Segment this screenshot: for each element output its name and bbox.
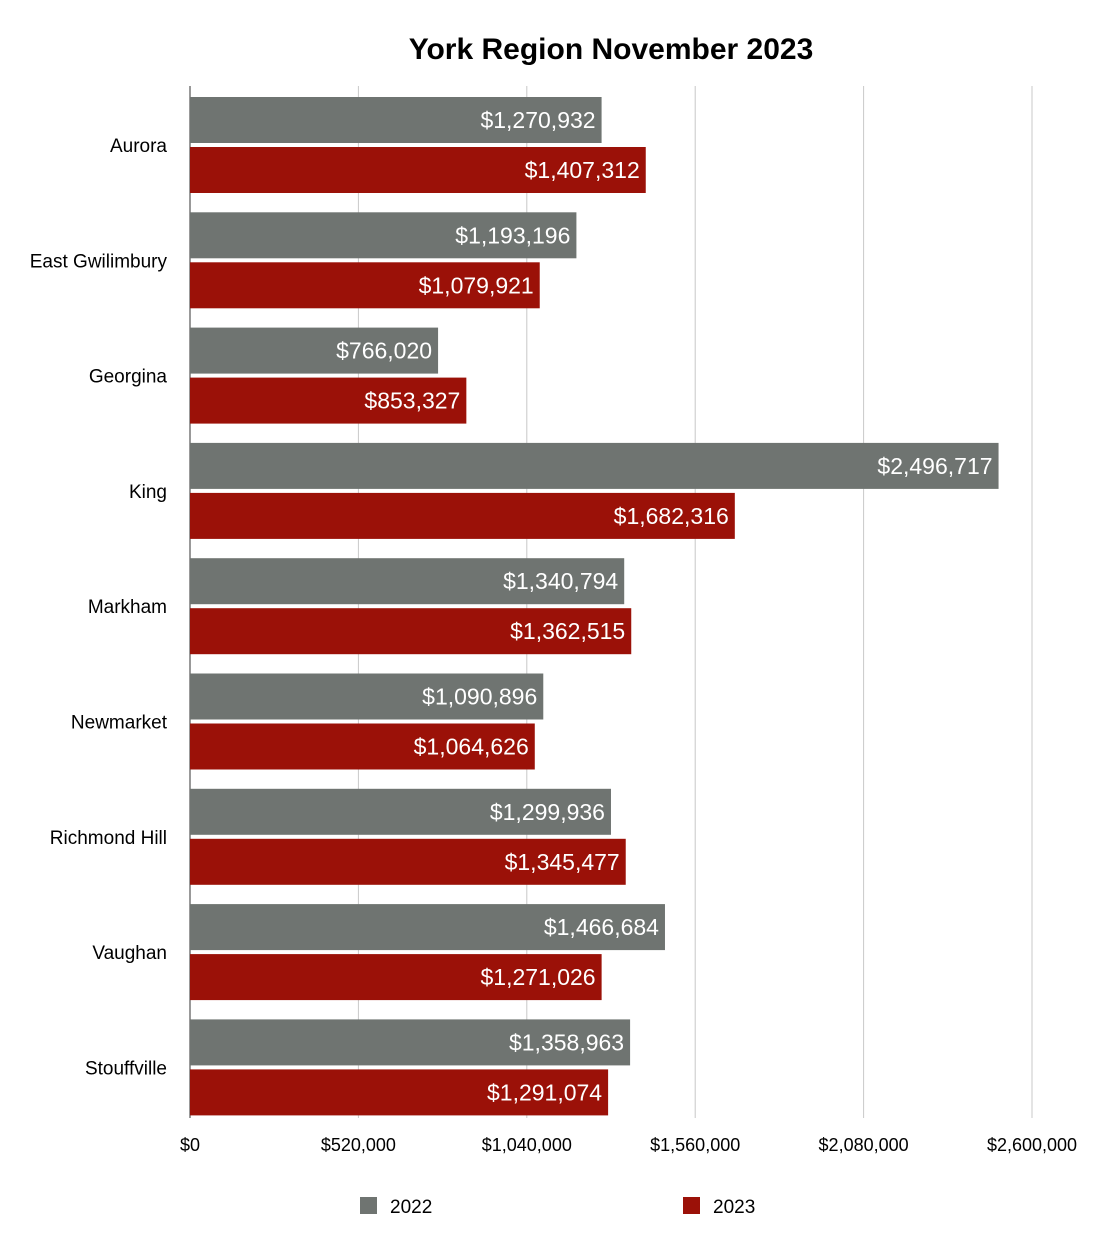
bar-value-label: $853,327 [364,388,460,414]
category-label: Newmarket [71,713,168,734]
bar-2022 [190,212,577,259]
bar-2023 [190,492,735,539]
bar-value-label: $1,466,684 [544,914,659,940]
legend-swatch [683,1197,700,1214]
legend-label: 2022 [390,1197,432,1218]
bar-value-label: $1,270,932 [480,107,595,133]
x-tick-label: $0 [180,1135,200,1155]
category-labels: Aurora East Gwilimbury Georgina King Markham… [30,136,168,1079]
bar-value-label: $2,496,717 [877,453,992,479]
category-label: Stouffville [85,1058,167,1079]
bar-value-label: $1,291,074 [487,1079,602,1105]
bar-value-label: $1,682,316 [614,503,729,529]
x-tick-label: $2,600,000 [987,1135,1077,1155]
bar-2023 [190,147,646,193]
category-label: Georgina [89,367,168,388]
category-label: Aurora [110,136,167,157]
category-label: Vaughan [92,943,167,964]
x-axis-ticks: $0 $520,000 $1,040,000 $1,560,000 $2,080,000… [180,1135,1077,1155]
bar-2022 [190,673,544,720]
bar-2022 [190,327,439,374]
bar-2022 [190,1019,631,1066]
legend-swatch [360,1197,377,1214]
bar-value-label: $1,299,936 [490,799,605,825]
category-label: Markham [88,597,167,618]
bar-value-label: $1,271,026 [480,964,595,990]
category-label: Richmond Hill [50,828,167,849]
bar-2023 [190,377,467,424]
bar-2023 [190,608,632,655]
bar-2023 [190,954,602,1001]
bar-2022 [190,97,602,143]
bar-2023 [190,838,626,885]
data-labels: $1,270,932 $1,407,312 $1,193,196 $1,079,921… [336,107,992,1105]
legend-label: 2023 [713,1197,755,1218]
bar-2022 [190,442,999,489]
bar-value-label: $1,090,896 [422,684,537,710]
bar-2023 [190,262,540,309]
bar-value-label: $766,020 [336,338,432,364]
bar-2023 [190,723,535,770]
chart-title: York Region November 2023 [409,33,814,66]
bar-2022 [190,788,611,835]
bar-2023 [190,1069,609,1116]
x-tick-label: $520,000 [321,1135,396,1155]
x-tick-label: $2,080,000 [819,1135,909,1155]
category-label: King [129,482,167,503]
legend: 2022 2023 [360,1197,755,1218]
bar-value-label: $1,079,921 [419,272,534,298]
x-tick-label: $1,040,000 [482,1135,572,1155]
category-label: East Gwilimbury [30,251,168,272]
bar-2022 [190,558,625,605]
bar-value-label: $1,362,515 [510,618,625,644]
bar-value-label: $1,193,196 [455,222,570,248]
bar-value-label: $1,345,477 [505,849,620,875]
bar-value-label: $1,340,794 [503,568,618,594]
bar-value-label: $1,064,626 [414,734,529,760]
bars [190,97,999,1116]
bar-value-label: $1,358,963 [509,1029,624,1055]
bar-value-label: $1,407,312 [525,157,640,183]
bar-2022 [190,904,665,951]
x-tick-label: $1,560,000 [650,1135,740,1155]
